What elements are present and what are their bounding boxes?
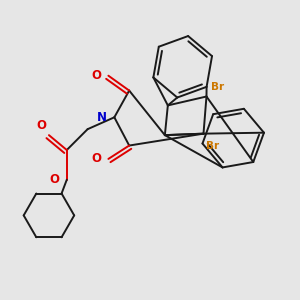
Text: O: O xyxy=(49,173,59,186)
Text: Br: Br xyxy=(206,141,220,151)
Text: O: O xyxy=(91,152,101,165)
Text: O: O xyxy=(91,69,101,82)
Text: N: N xyxy=(97,111,107,124)
Text: O: O xyxy=(36,119,46,132)
Text: Br: Br xyxy=(211,82,224,92)
